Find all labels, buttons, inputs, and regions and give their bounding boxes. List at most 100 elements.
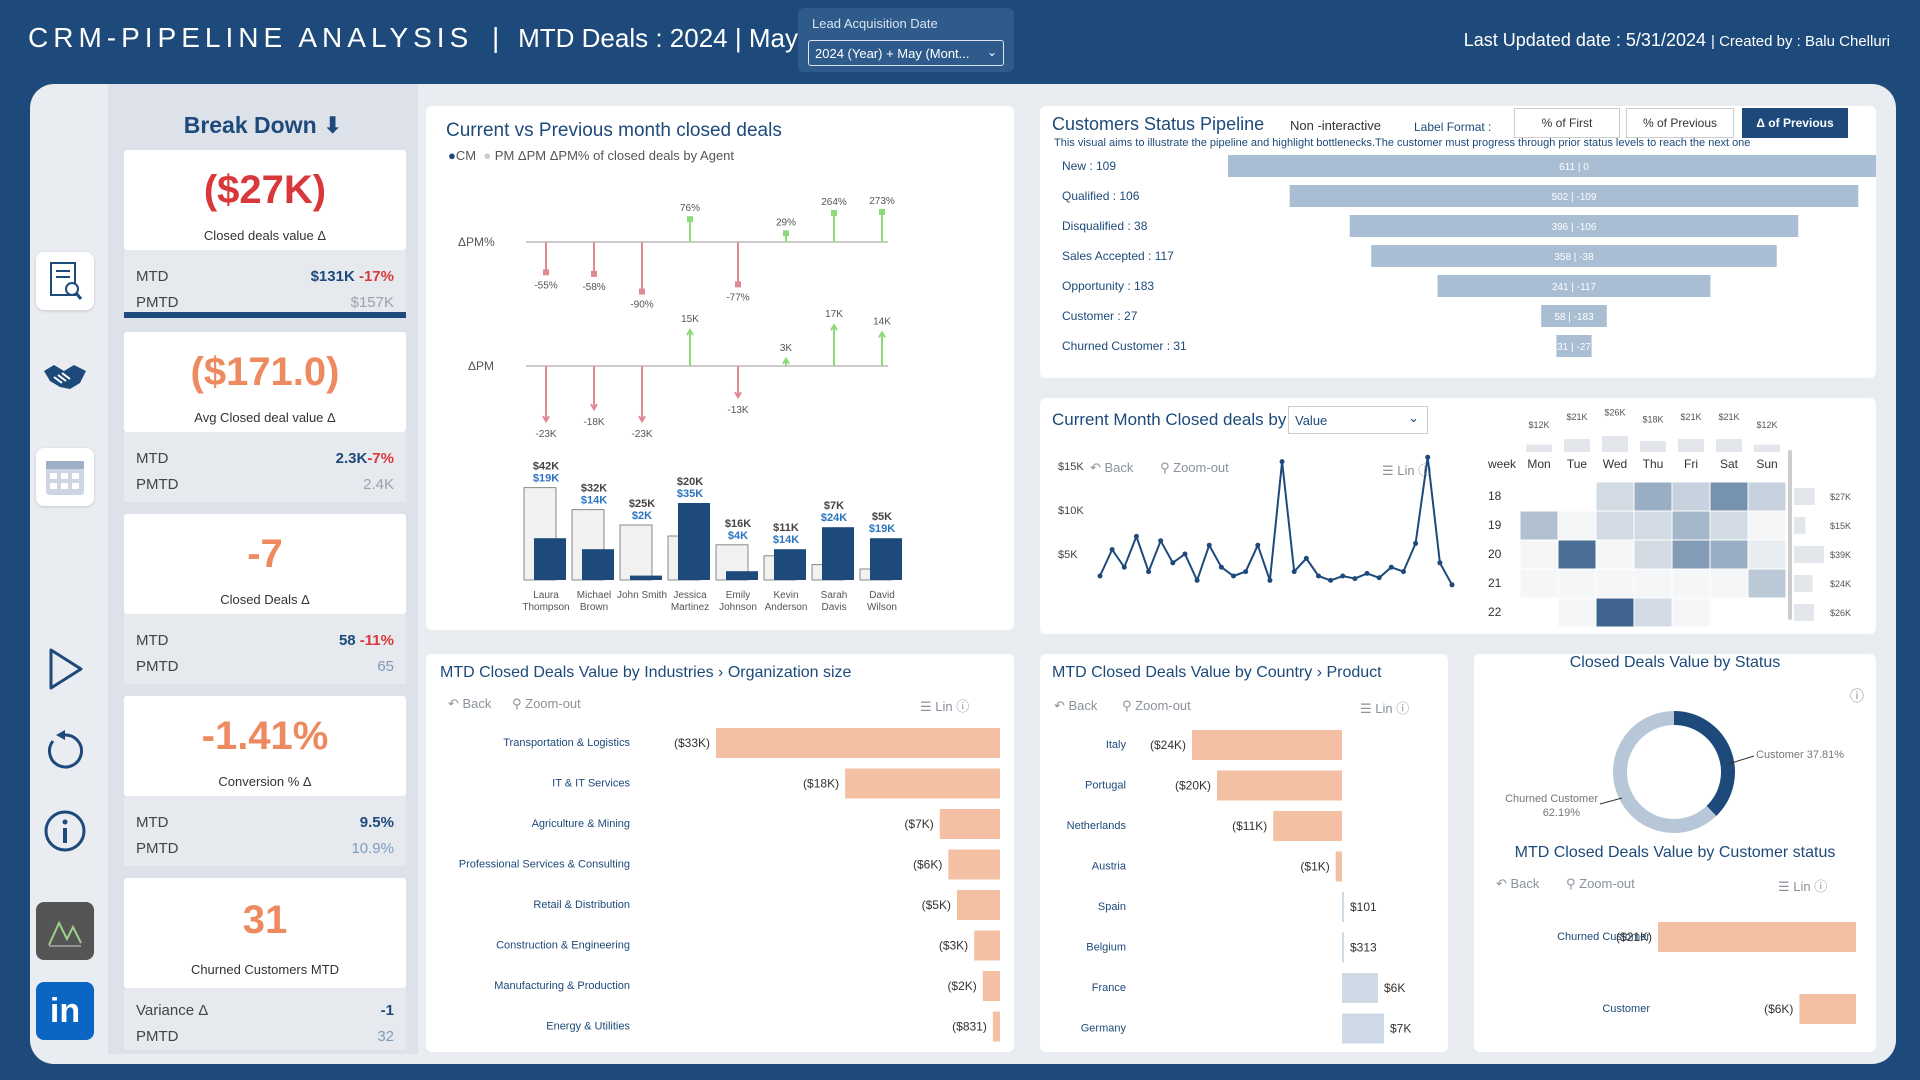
agent-name-2: Wilson	[867, 602, 897, 613]
donut-slice	[1613, 711, 1717, 833]
cm-bar	[582, 549, 614, 580]
line-point	[1340, 573, 1346, 579]
analytics-icon[interactable]	[36, 902, 94, 960]
format-pct-previous-button[interactable]: % of Previous	[1626, 108, 1734, 138]
day-total-label: $26K	[1604, 407, 1625, 417]
bar-category: France	[1092, 982, 1126, 994]
week-num: 18	[1488, 489, 1502, 503]
cm-bar	[726, 571, 758, 580]
country-panel: MTD Closed Deals Value by Country › Prod…	[1040, 654, 1448, 1052]
abs-label: -13K	[727, 405, 748, 416]
heat-cell	[1671, 481, 1711, 512]
cm-label: $19K	[533, 473, 559, 485]
line-point	[1158, 538, 1164, 544]
kpi-card-avg-deal[interactable]: ($171.0) Avg Closed deal value Δ	[124, 332, 406, 432]
line-point	[1133, 533, 1139, 539]
kpi-card-closed-deals[interactable]: -7 Closed Deals Δ	[124, 514, 406, 614]
back-button[interactable]: ↶ Back	[1496, 876, 1540, 891]
lin-toggle[interactable]: ☰ Lin ⓘ	[1778, 879, 1828, 894]
agent-name-2: Johnson	[719, 602, 757, 613]
zoom-out-button[interactable]: ⚲ Zoom-out	[1566, 876, 1635, 891]
line-point	[1425, 454, 1431, 460]
week-total-bar	[1794, 517, 1806, 534]
bar-category: Netherlands	[1067, 820, 1127, 832]
line-point	[1400, 569, 1406, 575]
info-icon[interactable]	[36, 802, 94, 860]
agent-name-2: Martinez	[671, 602, 709, 613]
back-button[interactable]: ↶ Back	[1090, 460, 1134, 475]
line-point	[1352, 576, 1358, 582]
bar	[1192, 730, 1342, 760]
back-button[interactable]: ↶ Back	[1054, 698, 1098, 713]
cm-bar	[534, 538, 566, 580]
cm-label: $24K	[821, 512, 847, 524]
updated-value: : 5/31/2024	[1615, 30, 1706, 50]
lin-toggle[interactable]: ☰ Lin ⓘ	[920, 699, 970, 714]
pct-marker	[543, 269, 549, 276]
day-total-label: $21K	[1680, 412, 1701, 422]
kpi-card-closed-value[interactable]: ($27K) Closed deals value Δ	[124, 150, 406, 250]
slice-label-customer: Customer 37.81%	[1756, 749, 1844, 761]
format-pct-first-button[interactable]: % of First	[1514, 108, 1620, 138]
leader-line	[1727, 755, 1755, 765]
row-label-pct: ΔPM%	[458, 235, 495, 249]
heat-cell	[1747, 597, 1787, 628]
bar-category: Belgium	[1086, 942, 1126, 954]
report-search-icon[interactable]	[36, 252, 94, 310]
pct-marker	[879, 208, 885, 215]
date-filter-select[interactable]: 2024 (Year) + May (Mont... ⌄	[808, 40, 1004, 66]
kpi-row-value: 2.4K	[363, 476, 394, 493]
created-by: | Created by : Balu Chelluri	[1711, 33, 1890, 50]
day-total-label: $21K	[1718, 412, 1739, 422]
heat-cell	[1633, 510, 1673, 541]
cm-label: $14K	[581, 495, 607, 507]
kpi-card-churned[interactable]: 31 Churned Customers MTD	[124, 878, 406, 988]
zoom-out-button[interactable]: ⚲ Zoom-out	[1122, 698, 1191, 713]
lin-toggle[interactable]: ☰ Lin ⓘ	[1360, 701, 1410, 716]
heat-cell	[1747, 568, 1787, 599]
zoom-label: Zoom-out	[1173, 460, 1229, 475]
heat-cell	[1633, 597, 1673, 628]
kpi-row-delta: -11%	[359, 632, 394, 649]
country-title: MTD Closed Deals Value by Country	[1052, 664, 1313, 681]
calendar-icon[interactable]	[36, 448, 94, 506]
agent-name: John Smith	[617, 590, 667, 601]
refresh-icon[interactable]	[36, 722, 94, 780]
format-delta-previous-button[interactable]: Δ of Previous	[1742, 108, 1848, 138]
bar	[716, 728, 1000, 758]
cm-bar	[822, 527, 854, 580]
bar-value: ($5K)	[922, 898, 951, 912]
day-total-bar	[1640, 440, 1666, 452]
kpi-card-conversion[interactable]: -1.41% Conversion % Δ	[124, 696, 406, 796]
kpi-value: -7	[247, 532, 283, 576]
agent-name: Kevin	[773, 590, 798, 601]
line-point	[1109, 547, 1115, 553]
kpi-foot-closed-deals: MTD 58 -11% PMTD 65	[124, 614, 406, 684]
heat-cell	[1519, 568, 1559, 599]
pct-label: -55%	[534, 280, 557, 291]
bar-category: Agriculture & Mining	[532, 818, 630, 830]
kpi-caption: Churned Customers MTD	[190, 962, 340, 977]
cm-label: $14K	[773, 534, 799, 546]
linkedin-icon[interactable]: in	[36, 982, 94, 1040]
handshake-icon[interactable]	[36, 348, 94, 406]
cmcd-measure-select[interactable]: Value ⌄	[1288, 406, 1428, 434]
back-button[interactable]: ↶ Back	[448, 696, 492, 711]
day-label: Sun	[1756, 457, 1777, 471]
line-point	[1376, 575, 1382, 581]
heat-cell	[1747, 510, 1787, 541]
help-icon: ⓘ	[1814, 879, 1828, 894]
play-icon[interactable]	[36, 640, 94, 698]
bar-value: ($6K)	[913, 858, 942, 872]
abs-arrow	[878, 330, 886, 338]
zoom-out-button[interactable]: ⚲ Zoom-out	[512, 696, 581, 711]
stage-bar	[1371, 245, 1777, 267]
bar-category: Austria	[1092, 861, 1127, 873]
zoom-out-button[interactable]: ⚲ Zoom-out	[1160, 460, 1229, 475]
abs-arrow	[638, 415, 646, 424]
heat-cell	[1671, 568, 1711, 599]
kpi-foot-churned: Variance Δ -1 PMTD 32	[124, 988, 406, 1050]
bar	[992, 1011, 1000, 1042]
bar-value: ($21K)	[1616, 930, 1652, 944]
line-point	[1291, 569, 1297, 575]
